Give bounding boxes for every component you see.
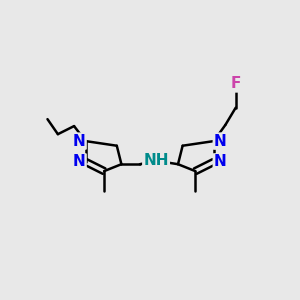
Text: N: N xyxy=(73,134,85,148)
Text: N: N xyxy=(73,154,85,169)
Text: NH: NH xyxy=(143,153,169,168)
Text: F: F xyxy=(231,76,241,92)
Text: N: N xyxy=(214,134,226,148)
Text: N: N xyxy=(214,154,226,169)
